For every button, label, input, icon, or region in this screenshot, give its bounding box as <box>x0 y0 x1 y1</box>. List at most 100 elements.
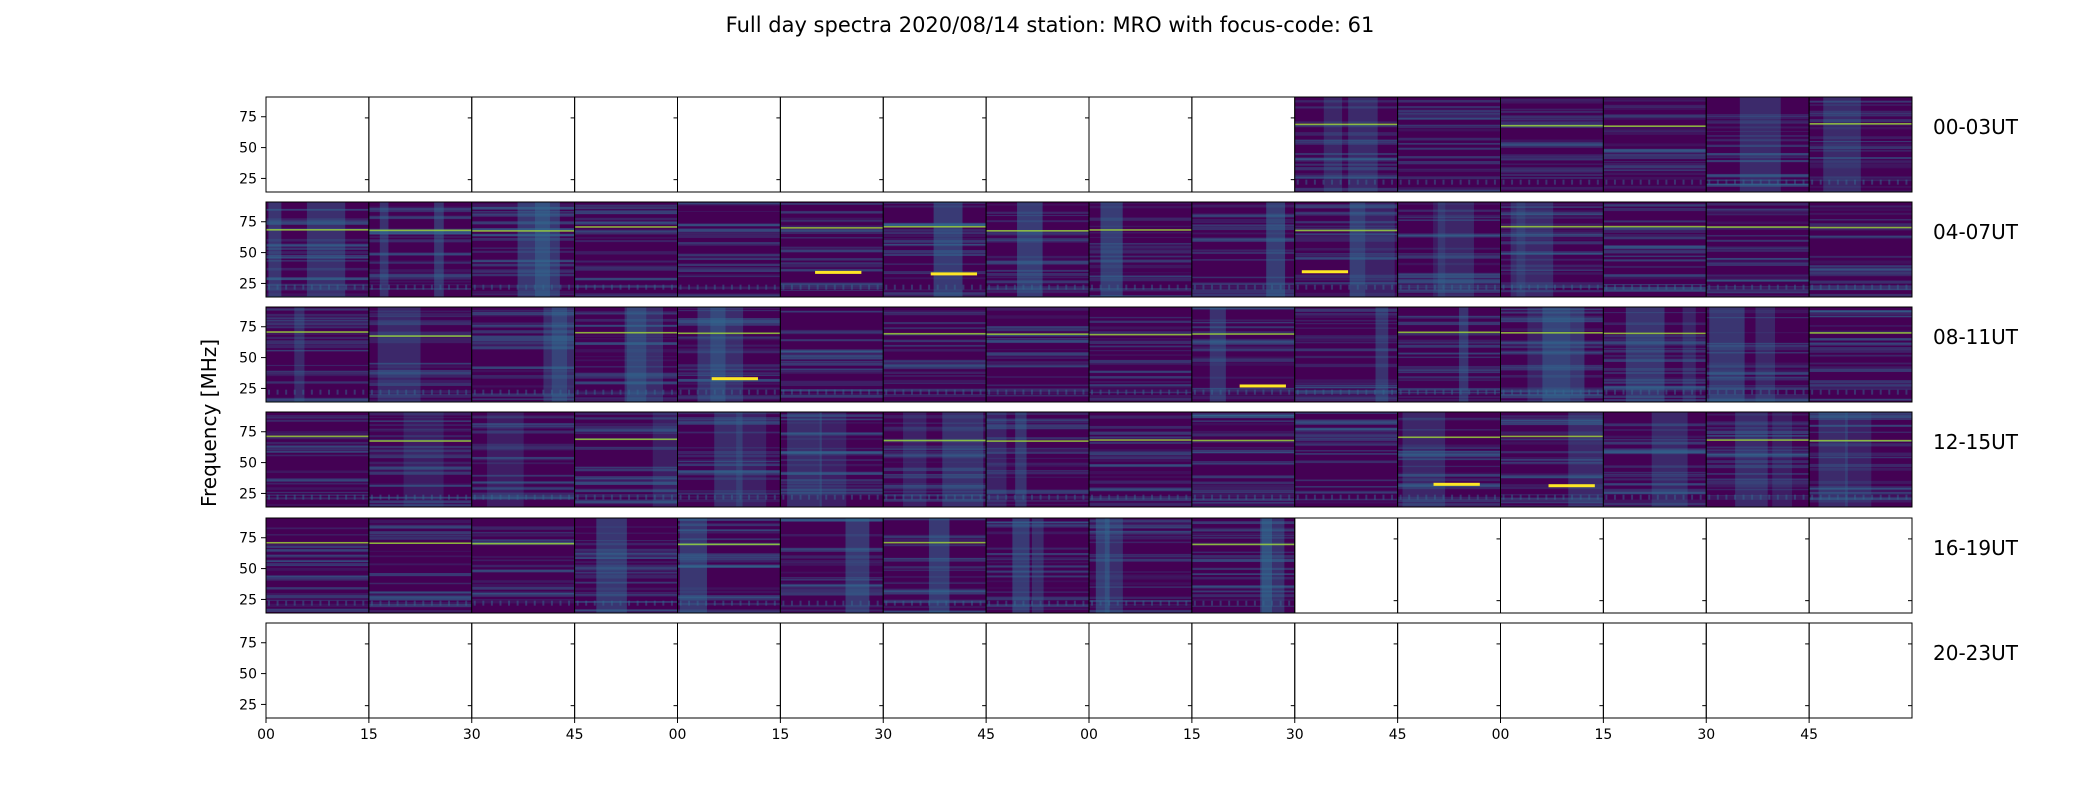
time-pattern <box>1673 179 1676 185</box>
noise-band <box>1191 501 1295 504</box>
noise-band <box>471 526 575 530</box>
noise-band <box>266 504 369 506</box>
noise-band <box>1191 326 1295 328</box>
noise-band <box>677 286 781 290</box>
noise-band <box>1089 504 1192 506</box>
noise-band <box>986 492 1089 494</box>
noise-band <box>986 489 1089 493</box>
noise-band <box>677 559 781 563</box>
noise-band <box>986 338 1089 340</box>
noise-band <box>1809 146 1912 150</box>
noise-band <box>1500 186 1604 190</box>
noise-band <box>1809 136 1912 140</box>
noise-band <box>1500 163 1604 165</box>
time-pattern <box>1528 494 1531 500</box>
time-pattern <box>1142 389 1145 395</box>
noise-band <box>1294 278 1398 281</box>
spectrum-background <box>1191 518 1295 613</box>
noise-band <box>883 360 987 364</box>
noise-band <box>1191 290 1295 293</box>
y-tick-label: 50 <box>239 562 257 578</box>
noise-band <box>780 459 884 461</box>
noise-band <box>574 229 678 232</box>
time-pattern <box>945 600 948 606</box>
time-pattern <box>328 389 331 395</box>
time-pattern <box>1013 389 1016 395</box>
time-pattern <box>1296 179 1299 185</box>
time-pattern <box>508 494 511 500</box>
noise-band <box>1603 275 1707 278</box>
spectrum-panel <box>779 411 884 508</box>
noise-band <box>266 527 369 530</box>
noise-band <box>1397 417 1501 420</box>
time-pattern <box>1193 600 1196 606</box>
noise-band <box>1294 441 1398 445</box>
noise-band <box>1191 567 1295 570</box>
time-pattern <box>1211 284 1214 290</box>
noise-band <box>266 482 369 485</box>
noise-band <box>1089 610 1192 613</box>
time-pattern <box>602 600 605 606</box>
noise-band <box>471 474 575 477</box>
noise-band <box>677 336 781 339</box>
noise-band <box>266 398 369 400</box>
time-pattern <box>1836 494 1839 500</box>
noise-band <box>1397 291 1501 294</box>
noise-band <box>1294 322 1398 325</box>
noise-band <box>780 610 884 613</box>
bright-signal <box>930 272 978 276</box>
noise-band <box>1500 422 1604 426</box>
noise-band <box>677 242 781 245</box>
noise-band <box>1294 257 1398 260</box>
spectrum-panel <box>779 517 884 614</box>
noise-band <box>1294 385 1398 388</box>
time-pattern <box>1836 389 1839 395</box>
noise-band <box>883 445 987 448</box>
noise-band <box>677 275 781 278</box>
noise-band <box>1706 449 1810 452</box>
time-pattern <box>893 284 896 290</box>
noise-band <box>1706 454 1810 458</box>
noise-band <box>574 430 678 432</box>
time-pattern <box>1099 600 1102 606</box>
noise-band <box>1603 429 1707 431</box>
noise-band <box>986 524 1089 528</box>
time-pattern <box>799 284 802 290</box>
time-pattern <box>1579 284 1582 290</box>
time-pattern <box>362 284 365 290</box>
noise-band <box>677 519 781 522</box>
time-pattern <box>1262 284 1265 290</box>
time-pattern <box>910 600 913 606</box>
noise-band <box>1294 255 1398 258</box>
noise-band <box>471 456 575 459</box>
noise-band <box>780 421 884 424</box>
noise-band <box>1500 216 1604 219</box>
noise-band <box>883 448 987 451</box>
noise-band <box>1294 308 1398 312</box>
noise-band <box>368 604 472 607</box>
noise-band <box>1089 389 1192 393</box>
noise-band <box>266 419 369 422</box>
noise-band <box>471 539 575 542</box>
time-pattern <box>1176 284 1179 290</box>
noise-band <box>677 492 781 495</box>
noise-band <box>1294 220 1398 224</box>
noise-band <box>1191 331 1295 334</box>
noise-band <box>368 592 472 594</box>
noise-band <box>1809 491 1912 494</box>
noise-band <box>1191 213 1295 217</box>
noise-band <box>574 446 678 449</box>
noise-band <box>471 592 575 595</box>
noise-band <box>266 243 369 246</box>
time-pattern <box>756 600 759 606</box>
spectrum-background <box>471 307 575 402</box>
time-pattern <box>1159 389 1162 395</box>
noise-band <box>780 283 884 285</box>
time-pattern <box>619 284 622 290</box>
noise-band <box>368 439 472 441</box>
noise-band <box>574 293 678 297</box>
noise-band <box>780 432 884 436</box>
time-pattern <box>1785 389 1788 395</box>
time-pattern <box>1313 284 1316 290</box>
noise-band <box>677 529 781 534</box>
